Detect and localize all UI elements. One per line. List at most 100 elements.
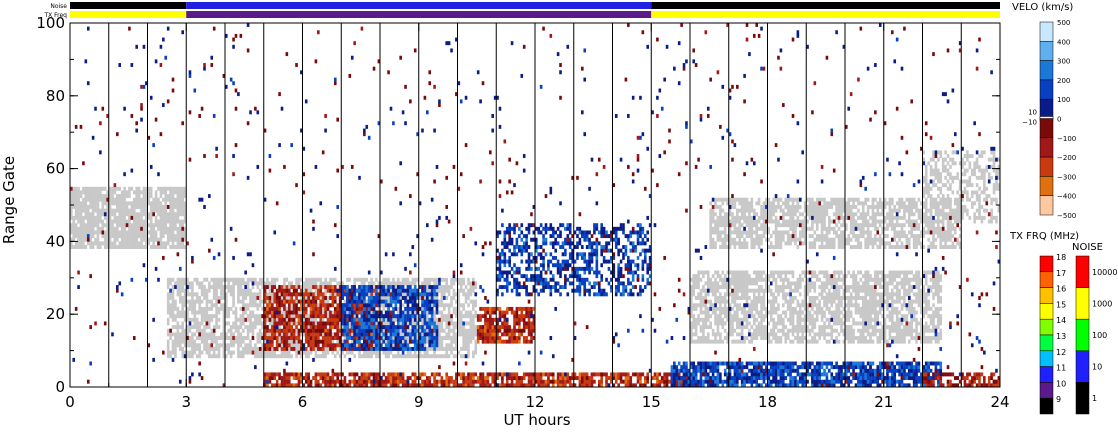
data-cell	[201, 318, 204, 322]
data-cell	[111, 194, 114, 198]
data-cell	[174, 201, 177, 205]
data-cell	[133, 230, 136, 234]
data-cell	[906, 318, 909, 322]
data-cell	[470, 314, 473, 318]
data-cell	[244, 325, 247, 329]
data-cell	[760, 325, 763, 329]
data-cell	[470, 285, 473, 289]
data-cell	[705, 281, 708, 285]
data-cell	[891, 227, 894, 231]
data-cell	[731, 300, 734, 304]
data-cell	[85, 245, 88, 249]
data-cell	[177, 205, 180, 209]
data-cell	[840, 230, 843, 234]
data-cell	[453, 332, 456, 336]
data-cell	[908, 278, 911, 282]
data-cell	[939, 209, 942, 213]
data-cell	[441, 321, 444, 325]
data-cell	[772, 278, 775, 282]
data-cell	[736, 241, 739, 245]
data-cell	[206, 314, 209, 318]
data-cell	[230, 289, 233, 293]
data-cell	[712, 209, 715, 213]
data-cell	[872, 205, 875, 209]
data-cell	[256, 336, 259, 340]
data-cell	[889, 332, 892, 336]
data-cell	[910, 271, 913, 275]
data-cell	[751, 241, 754, 245]
data-cell	[474, 329, 477, 333]
data-cell	[167, 227, 170, 231]
data-cell	[886, 274, 889, 278]
data-cell	[111, 209, 114, 213]
data-cell	[237, 318, 240, 322]
data-cell	[80, 241, 83, 245]
data-cell	[821, 212, 824, 216]
data-cell	[799, 336, 802, 340]
data-cell	[189, 292, 192, 296]
data-cell	[826, 234, 829, 238]
data-cell	[179, 234, 182, 238]
data-cell	[128, 201, 131, 205]
data-cell	[789, 289, 792, 293]
data-cell	[850, 314, 853, 318]
data-cell	[840, 271, 843, 275]
data-cell	[467, 292, 470, 296]
data-cell	[809, 289, 812, 293]
data-cell	[721, 321, 724, 325]
data-cell	[797, 216, 800, 220]
data-cell	[760, 241, 763, 245]
data-cell	[206, 292, 209, 296]
data-cell	[247, 351, 250, 355]
data-cell	[445, 332, 448, 336]
data-cell	[847, 209, 850, 213]
data-cell	[203, 311, 206, 315]
data-cell	[724, 303, 727, 307]
data-cell	[181, 300, 184, 304]
data-cell	[833, 321, 836, 325]
data-cell	[814, 296, 817, 300]
data-cell	[763, 216, 766, 220]
data-cell	[179, 314, 182, 318]
data-cell	[172, 314, 175, 318]
data-cell	[152, 205, 155, 209]
data-cell	[75, 194, 78, 198]
data-cell	[879, 278, 882, 282]
data-cell	[307, 281, 310, 285]
data-cell	[281, 311, 284, 315]
data-cell	[942, 245, 945, 249]
data-cell	[908, 307, 911, 311]
data-cell	[298, 311, 301, 315]
data-cell	[227, 307, 230, 311]
data-cell	[746, 245, 749, 249]
data-cell	[80, 223, 83, 227]
data-cell	[760, 223, 763, 227]
data-cell	[860, 234, 863, 238]
data-cell	[896, 271, 899, 275]
data-cell	[874, 198, 877, 202]
data-cell	[269, 292, 272, 296]
data-cell	[956, 198, 959, 202]
data-cell	[232, 343, 235, 347]
data-cell	[755, 230, 758, 234]
data-cell	[436, 296, 439, 300]
data-cell	[751, 311, 754, 315]
data-cell	[181, 285, 184, 289]
data-cell	[862, 289, 865, 293]
data-cell	[898, 321, 901, 325]
data-cell	[259, 321, 262, 325]
data-cell	[893, 321, 896, 325]
data-cell	[780, 321, 783, 325]
data-cell	[203, 347, 206, 351]
data-cell	[143, 223, 146, 227]
data-cell	[867, 303, 870, 307]
data-cell	[169, 278, 172, 282]
data-cell	[777, 314, 780, 318]
data-cell	[152, 223, 155, 227]
data-cell	[896, 274, 899, 278]
data-cell	[889, 314, 892, 318]
data-cell	[738, 245, 741, 249]
data-cell	[118, 209, 121, 213]
data-cell	[939, 245, 942, 249]
data-cell	[179, 245, 182, 249]
